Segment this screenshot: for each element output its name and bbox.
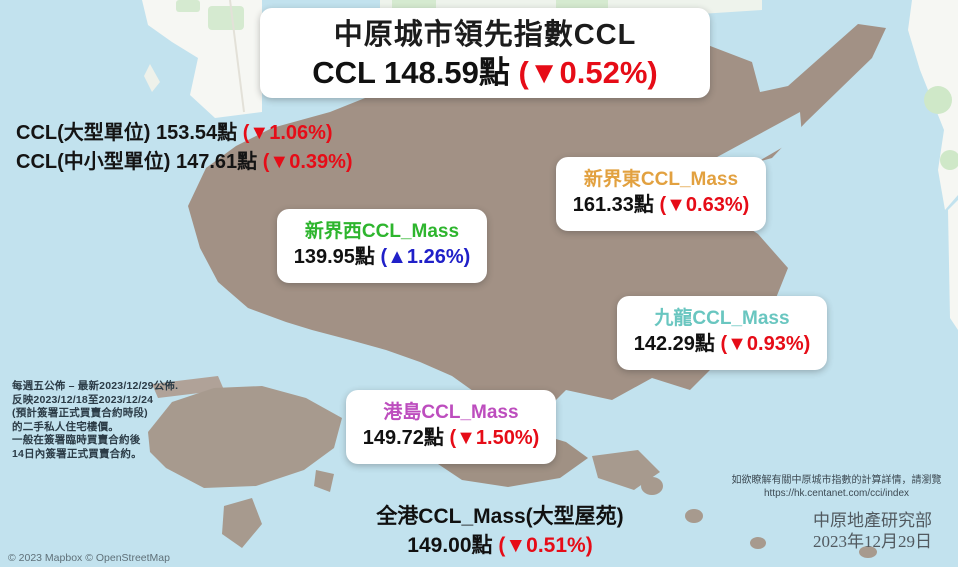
airport-island bbox=[152, 376, 224, 398]
overall-mass-change: (▼0.51%) bbox=[498, 534, 593, 557]
sub-index-value: 147.61點 bbox=[176, 151, 258, 173]
overall-mass-index: 全港CCL_Mass(大型屋苑) 149.00點 (▼0.51%) bbox=[320, 502, 680, 560]
region-card-new-territories-west: 新界西CCL_Mass 139.95點 (▲1.26%) bbox=[277, 209, 487, 283]
source-block: 中原地產研究部 2023年12月29日 bbox=[813, 510, 932, 552]
region-label: 港島CCL_Mass bbox=[383, 402, 519, 423]
title-card: 中原城市領先指數CCL CCL 148.59點 (▼0.52%) bbox=[260, 8, 710, 98]
region-value-line: 149.72點 (▼1.50%) bbox=[352, 425, 550, 452]
source-date: 2023年12月29日 bbox=[813, 532, 932, 551]
small-islands bbox=[222, 470, 877, 558]
region-label: 新界西CCL_Mass bbox=[304, 221, 460, 242]
region-value: 161.33點 bbox=[572, 194, 654, 216]
overall-mass-value: 149.00點 bbox=[407, 534, 493, 557]
region-value-line: 139.95點 (▲1.26%) bbox=[283, 244, 481, 271]
sub-index-label: CCL(中小型單位) bbox=[16, 151, 171, 173]
lantau-island-landmass bbox=[148, 376, 342, 488]
sub-index-row-small-medium-units: CCL(中小型單位) 147.61點 (▼0.39%) bbox=[16, 148, 353, 177]
region-card-kowloon: 九龍CCL_Mass 142.29點 (▼0.93%) bbox=[617, 296, 827, 370]
region-value: 149.72點 bbox=[362, 427, 444, 449]
main-index-line: CCL 148.59點 (▼0.52%) bbox=[260, 53, 710, 93]
region-value-line: 161.33點 (▼0.63%) bbox=[562, 192, 760, 219]
methodology-notes: 每週五公佈 – 最新2023/12/29公佈. 反映2023/12/18至202… bbox=[12, 380, 202, 461]
note-line: 每週五公佈 – 最新2023/12/29公佈. bbox=[12, 380, 179, 392]
note-line: (預計簽署正式買賣合約時段) bbox=[12, 407, 148, 419]
note-line: 一般在簽署臨時買賣合約後 bbox=[12, 434, 141, 446]
sub-index-label: CCL(大型單位) bbox=[16, 122, 151, 144]
main-title: 中原城市領先指數CCL bbox=[333, 19, 637, 51]
region-change: (▼1.50%) bbox=[449, 427, 540, 449]
region-value: 139.95點 bbox=[293, 246, 375, 268]
note-line: 的二手私人住宅樓價。 bbox=[12, 420, 119, 433]
sub-index-change: (▼0.39%) bbox=[262, 151, 353, 173]
region-card-hongkong-island: 港島CCL_Mass 149.72點 (▼1.50%) bbox=[346, 390, 556, 464]
region-label: 新界東CCL_Mass bbox=[583, 169, 739, 190]
main-index-change: (▼0.52%) bbox=[518, 55, 658, 90]
more-info: 如欲瞭解有關中原城市指數的計算詳情，請瀏覽 https://hk.centane… bbox=[729, 474, 944, 500]
region-label: 九龍CCL_Mass bbox=[654, 308, 790, 329]
overall-mass-value-line: 149.00點 (▼0.51%) bbox=[320, 531, 680, 560]
sub-indices: CCL(大型單位) 153.54點 (▼1.06%) CCL(中小型單位) 14… bbox=[16, 119, 353, 177]
region-value: 142.29點 bbox=[633, 333, 715, 355]
more-info-url: https://hk.centanet.com/cci/index bbox=[763, 488, 910, 499]
region-card-new-territories-east: 新界東CCL_Mass 161.33點 (▼0.63%) bbox=[556, 157, 766, 231]
region-change: (▼0.63%) bbox=[659, 194, 750, 216]
region-change: (▼0.93%) bbox=[720, 333, 811, 355]
sub-index-row-large-units: CCL(大型單位) 153.54點 (▼1.06%) bbox=[16, 119, 353, 148]
sub-index-change: (▼1.06%) bbox=[242, 122, 333, 144]
source-org: 中原地產研究部 bbox=[813, 511, 932, 530]
map-attribution: © 2023 Mapbox © OpenStreetMap bbox=[8, 552, 170, 564]
more-info-text: 如欲瞭解有關中原城市指數的計算詳情，請瀏覽 bbox=[731, 475, 942, 486]
region-change: (▲1.26%) bbox=[380, 246, 471, 268]
sub-index-value: 153.54點 bbox=[156, 122, 238, 144]
region-value-line: 142.29點 (▼0.93%) bbox=[623, 331, 821, 358]
overall-mass-label: 全港CCL_Mass(大型屋苑) bbox=[376, 505, 624, 528]
main-index-value: CCL 148.59點 bbox=[312, 55, 510, 90]
note-line: 反映2023/12/18至2023/12/24 bbox=[12, 393, 154, 406]
note-line: 14日內簽署正式買賣合約。 bbox=[12, 447, 142, 460]
